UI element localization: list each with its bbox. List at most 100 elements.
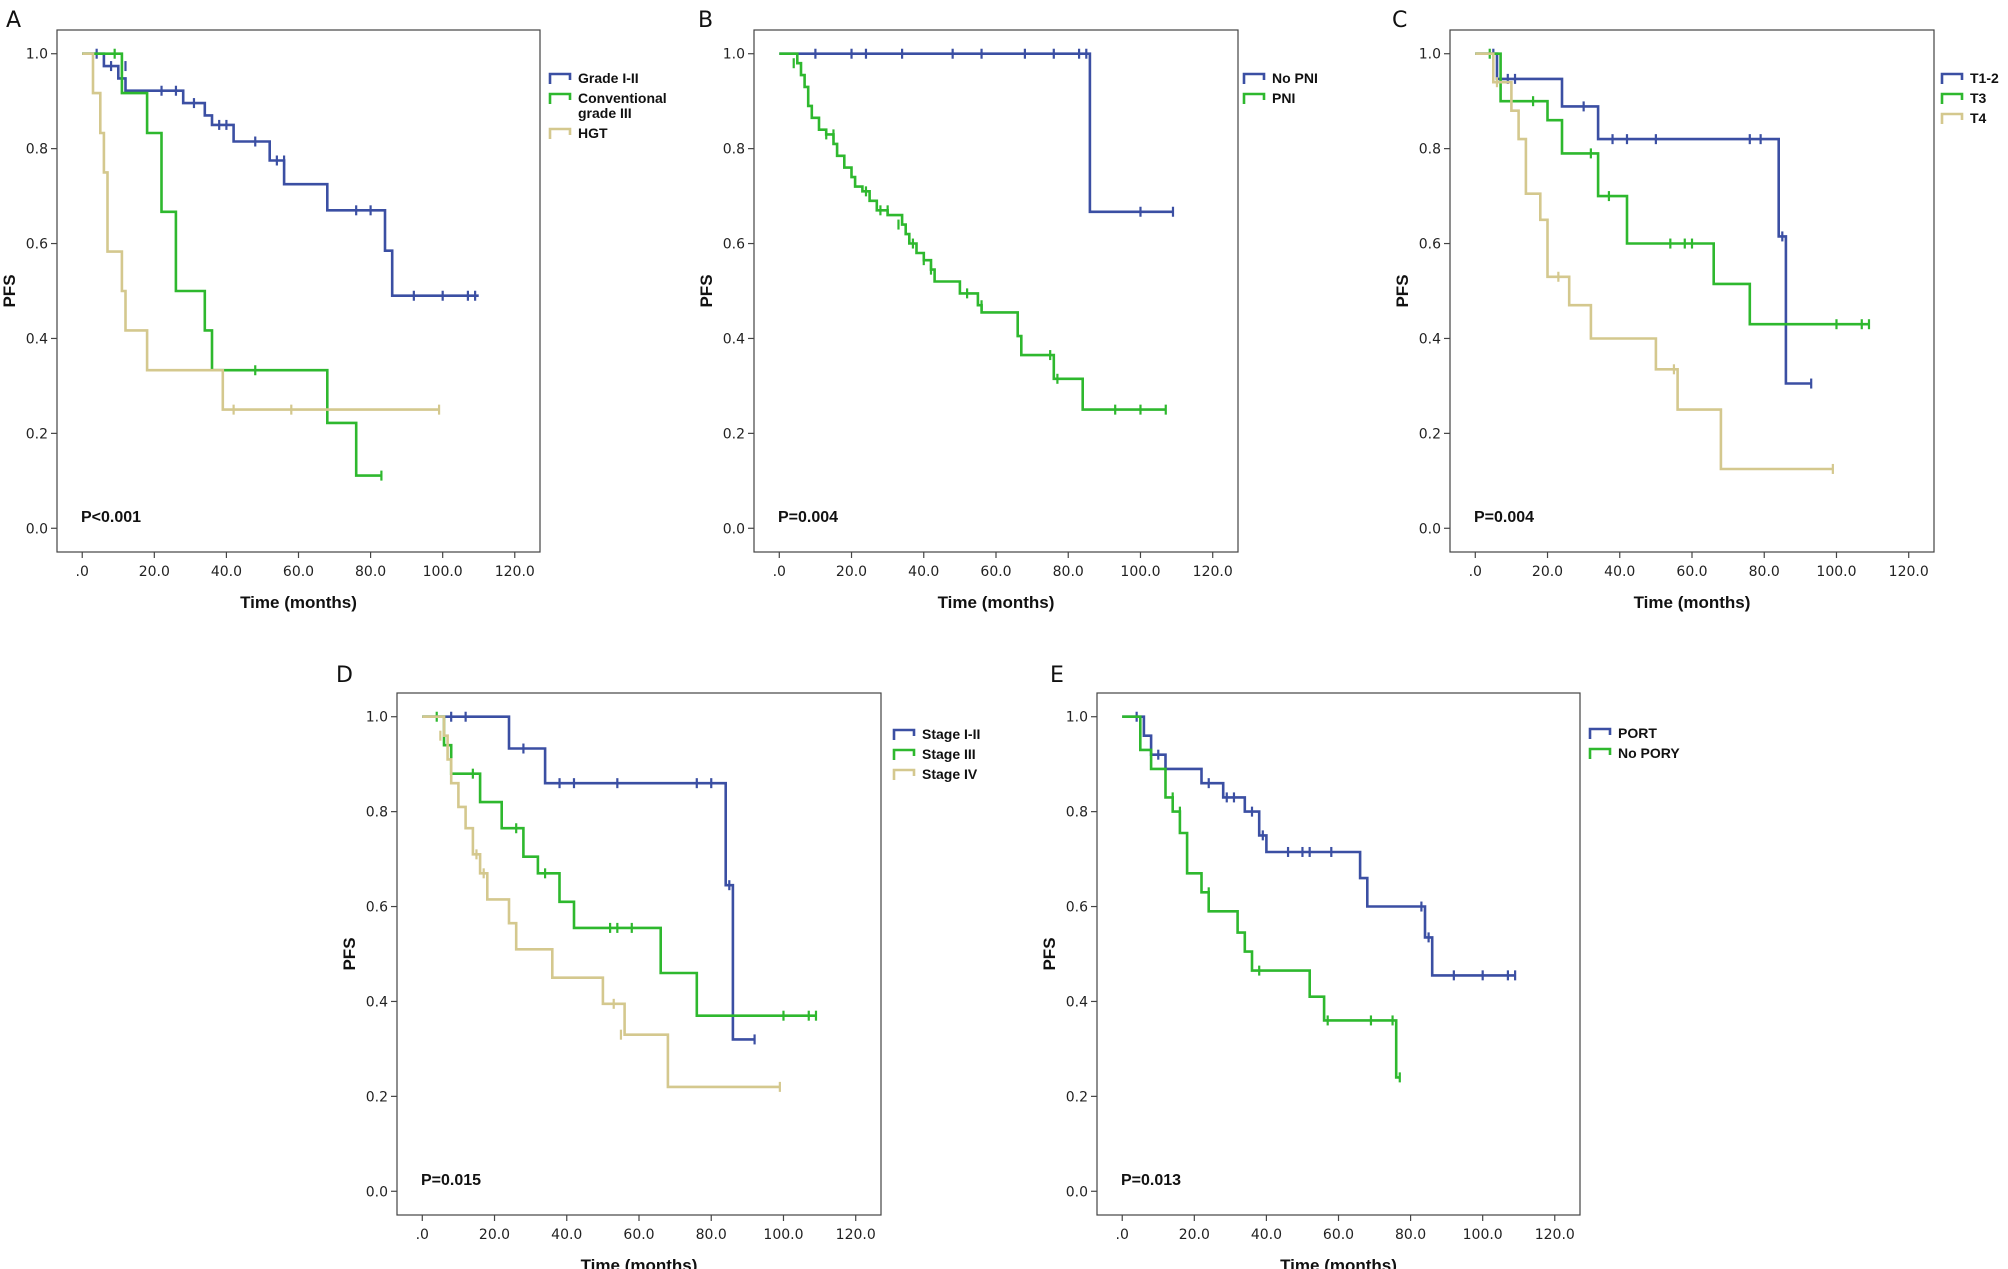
x-tick-label: .0 [76,564,89,580]
y-tick-label: 0.8 [1419,142,1441,158]
y-tick-label: 0.2 [723,426,745,442]
x-tick-label: 100.0 [1816,564,1856,580]
y-tick-label: 0.0 [1419,521,1441,537]
survival-curve-pni [779,52,1166,411]
y-tick-label: 0.8 [26,142,48,158]
legend-swatch [1940,92,1964,104]
legend-swatch [1588,747,1612,759]
x-tick-label: 120.0 [836,1227,876,1243]
legend-item: T3 [1940,90,1987,106]
survival-curve-port [1122,715,1516,977]
x-tick-label: 120.0 [1193,564,1233,580]
x-tick-label: 60.0 [1323,1227,1354,1243]
legend-item: HGT [548,125,608,141]
y-tick-label: 0.2 [366,1089,388,1105]
panel-label: C [1392,8,1407,33]
y-axis-title: PFS [340,937,359,970]
panel-label: B [698,8,713,33]
y-tick-label: 0.6 [366,900,388,916]
legend-label: Stage I-II [922,726,980,742]
x-tick-label: 60.0 [1676,564,1707,580]
x-tick-label: 40.0 [1251,1227,1282,1243]
x-tick-label: 100.0 [423,564,463,580]
y-tick-label: 1.0 [1419,47,1441,63]
legend-label: T4 [1970,110,1987,126]
y-tick-label: 0.6 [1066,900,1088,916]
x-tick-label: 80.0 [1749,564,1780,580]
y-tick-label: 0.8 [723,142,745,158]
panel-a: A 0.0 0.2 0.4 0.6 0.8 1.0 .0 20.0 40.0 60.0 80.0 100… [0,8,667,612]
legend-item: No PNI [1242,70,1318,86]
y-tick-label: 1.0 [723,47,745,63]
y-tick-label: 0.4 [26,331,48,347]
survival-curve-stage-i-ii [422,715,755,1041]
x-tick-label: 40.0 [551,1227,582,1243]
y-tick-label: 0.2 [1419,426,1441,442]
panel-label: E [1050,663,1064,688]
x-tick-label: 80.0 [1053,564,1084,580]
x-tick-label: .0 [773,564,786,580]
plot-frame [1449,29,1935,553]
x-tick-label: 40.0 [1604,564,1635,580]
x-tick-label: 40.0 [908,564,939,580]
legend-label: Stage III [922,746,976,762]
y-tick-label: 0.4 [366,994,388,1010]
survival-curve-t3 [1475,52,1869,326]
x-tick-label: 20.0 [1179,1227,1210,1243]
survival-curve-t1-2 [1475,52,1812,385]
y-tick-label: 1.0 [366,710,388,726]
survival-curve-hgt [82,52,440,411]
legend-swatch [892,728,916,740]
legend-item: PORT [1588,725,1657,741]
x-tick-label: 20.0 [836,564,867,580]
p-value: P=0.004 [1474,509,1534,526]
x-tick-label: 60.0 [283,564,314,580]
x-tick-label: .0 [416,1227,429,1243]
x-tick-label: .0 [1116,1227,1129,1243]
panel-d: D 0.0 0.2 0.4 0.6 0.8 1.0 .0 20.0 40.0 60.0 80.0 100… [336,663,980,1269]
legend-label: No PORY [1618,745,1680,761]
legend-label: PNI [1272,90,1295,106]
legend-label: Conventional [578,90,667,106]
legend-swatch [1242,92,1266,104]
legend-label: PORT [1618,725,1657,741]
p-value: P=0.013 [1121,1172,1181,1189]
x-tick-label: 100.0 [763,1227,803,1243]
y-tick-label: 1.0 [1066,710,1088,726]
x-tick-label: 40.0 [211,564,242,580]
x-axis-title: Time (months) [581,1256,698,1269]
y-tick-label: 0.0 [723,521,745,537]
legend-item: T1-2 [1940,70,1999,86]
y-tick-label: 0.6 [26,237,48,253]
legend-swatch [1940,112,1964,124]
y-tick-label: 0.6 [1419,237,1441,253]
panel-label: D [336,663,353,688]
y-tick-label: 0.8 [1066,805,1088,821]
x-tick-label: 20.0 [1532,564,1563,580]
p-value: P<0.001 [81,509,141,526]
survival-curve-conventional-grade-iii [82,52,382,477]
x-tick-label: 100.0 [1463,1227,1503,1243]
legend-label: HGT [578,125,608,141]
y-tick-label: 0.2 [1066,1089,1088,1105]
survival-curve-stage-iv [422,715,780,1089]
legend-label: grade III [578,105,632,121]
legend-item: Stage III [892,746,976,762]
x-axis-title: Time (months) [1634,593,1751,612]
x-tick-label: .0 [1469,564,1482,580]
legend-label: Stage IV [922,766,978,782]
panel-label: A [6,8,21,33]
legend-label: T3 [1970,90,1987,106]
y-tick-label: 0.8 [366,805,388,821]
survival-curve-no-pory [1122,715,1400,1079]
y-axis-title: PFS [1040,937,1059,970]
legend-item: Stage I-II [892,726,980,742]
x-tick-label: 120.0 [1535,1227,1575,1243]
x-axis-title: Time (months) [938,593,1055,612]
panel-b: B 0.0 0.2 0.4 0.6 0.8 1.0 .0 20.0 40.0 60.0 80.0 100… [697,8,1318,612]
p-value: P=0.015 [421,1172,481,1189]
y-tick-label: 0.0 [26,521,48,537]
survival-curve-grade-i-ii [82,52,479,297]
